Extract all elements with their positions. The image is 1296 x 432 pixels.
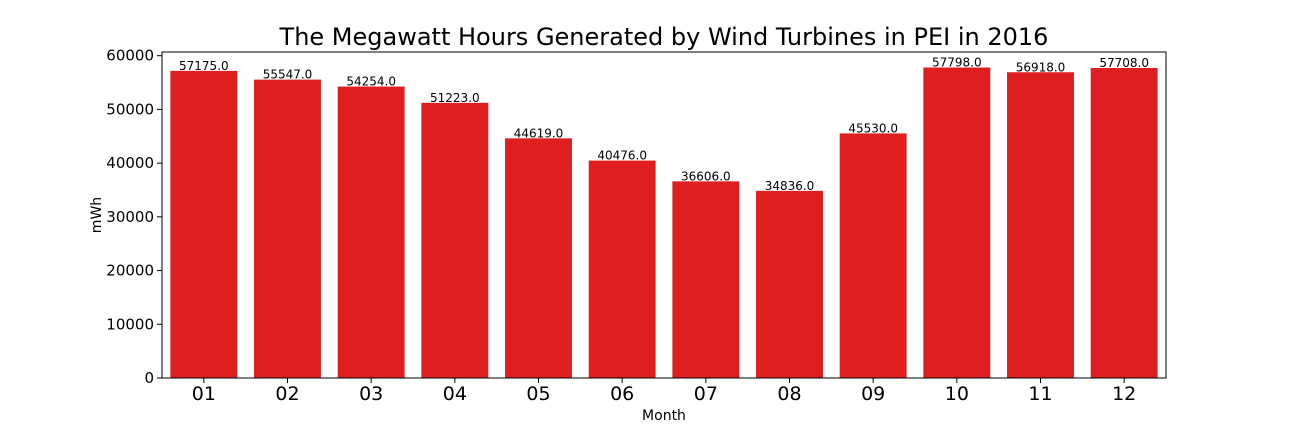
y-axis: 0 10000 20000 30000 40000 50000 60000 bbox=[106, 47, 162, 387]
x-tick-label-08: 08 bbox=[777, 383, 801, 405]
data-label-08: 34836.0 bbox=[765, 179, 815, 193]
y-tick-label-0: 0 bbox=[144, 369, 154, 387]
bar-12 bbox=[1090, 68, 1158, 378]
plot-frame bbox=[161, 51, 1167, 379]
y-tick-label-30000: 30000 bbox=[106, 208, 154, 226]
bar-06 bbox=[588, 160, 656, 378]
data-label-07: 36606.0 bbox=[681, 169, 731, 183]
x-tick-label-01: 01 bbox=[192, 383, 216, 405]
bar-11 bbox=[1007, 72, 1074, 378]
data-label-06: 40476.0 bbox=[597, 149, 647, 163]
bar-10 bbox=[923, 67, 991, 379]
data-label-10: 57798.0 bbox=[932, 56, 982, 70]
x-tick-label-07: 07 bbox=[694, 383, 718, 405]
y-tick-label-50000: 50000 bbox=[106, 100, 154, 118]
bar-01 bbox=[170, 70, 238, 379]
y-tick-label-40000: 40000 bbox=[106, 154, 154, 172]
bar-04 bbox=[421, 102, 489, 378]
chart-title: The Megawatt Hours Generated by Wind Tur… bbox=[279, 23, 1049, 51]
data-label-04: 51223.0 bbox=[430, 91, 480, 105]
y-tick-label-60000: 60000 bbox=[106, 47, 154, 65]
x-tick-label-11: 11 bbox=[1028, 383, 1052, 405]
x-tick-label-12: 12 bbox=[1112, 383, 1136, 405]
data-label-11: 56918.0 bbox=[1016, 60, 1066, 74]
x-tick-label-09: 09 bbox=[861, 383, 885, 405]
data-label-09: 45530.0 bbox=[848, 121, 898, 135]
bar-08 bbox=[756, 190, 823, 378]
y-tick-label-10000: 10000 bbox=[106, 315, 154, 333]
x-tick-label-03: 03 bbox=[359, 383, 383, 405]
x-tick-label-06: 06 bbox=[610, 383, 634, 405]
x-tick-label-10: 10 bbox=[945, 383, 969, 405]
x-axis: 01 02 03 04 05 06 07 08 09 10 11 12 bbox=[192, 378, 1136, 405]
bar-03 bbox=[337, 86, 405, 378]
x-tick-label-04: 04 bbox=[443, 383, 467, 405]
data-label-05: 44619.0 bbox=[514, 126, 564, 140]
data-label-03: 54254.0 bbox=[346, 75, 396, 89]
data-label-12: 57708.0 bbox=[1099, 56, 1149, 70]
data-label-01: 57175.0 bbox=[179, 59, 229, 73]
x-tick-label-05: 05 bbox=[526, 383, 550, 405]
y-axis-label: mWh bbox=[89, 197, 105, 233]
bar-05 bbox=[505, 138, 572, 378]
data-label-02: 55547.0 bbox=[263, 68, 313, 82]
bar-07 bbox=[672, 181, 740, 378]
bar-02 bbox=[254, 79, 321, 379]
x-tick-label-02: 02 bbox=[275, 383, 299, 405]
bars-group: 57175.0 55547.0 54254.0 51223.0 44619.0 40476… bbox=[170, 56, 1158, 379]
bar-09 bbox=[839, 133, 907, 378]
y-tick-label-20000: 20000 bbox=[106, 262, 154, 280]
x-axis-label: Month bbox=[642, 408, 686, 424]
